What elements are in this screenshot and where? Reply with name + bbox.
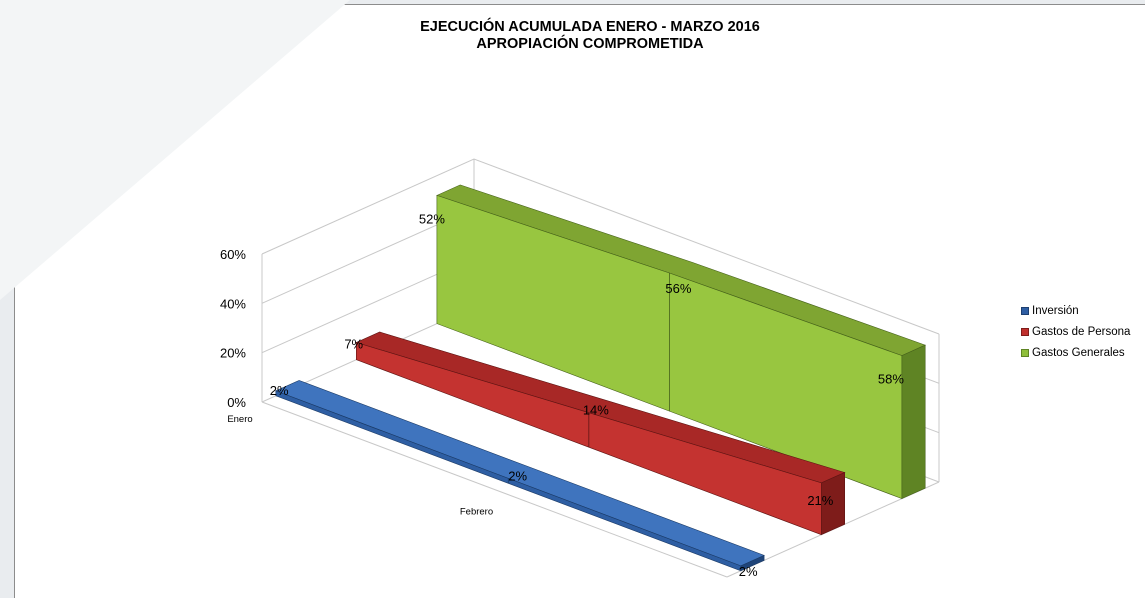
data-label: 2% xyxy=(508,468,527,483)
legend-item-inversion: Inversión xyxy=(1021,300,1130,321)
legend-swatch xyxy=(1021,306,1029,315)
data-label: 14% xyxy=(583,403,609,418)
chart-subtitle: APROPIACIÓN COMPROMETIDA xyxy=(476,36,704,52)
y-tick-label: 0% xyxy=(227,395,246,410)
legend-label: Inversión xyxy=(1032,304,1079,317)
y-tick-label: 20% xyxy=(220,346,246,361)
data-label: 58% xyxy=(878,372,904,387)
chart-title-block: EJECUCIÓN ACUMULADA ENERO - MARZO 2016 A… xyxy=(385,19,795,53)
chart-legend: Inversión Gastos de Persona Gastos Gener… xyxy=(1021,300,1130,363)
series-side-1 xyxy=(820,472,846,536)
legend-swatch xyxy=(1021,327,1029,336)
x-tick-label: Febrero xyxy=(460,507,493,518)
data-label: 52% xyxy=(419,211,445,226)
legend-label: Gastos Generales xyxy=(1032,346,1125,359)
data-label: 7% xyxy=(344,336,363,351)
data-label: 21% xyxy=(807,493,833,508)
y-tick-label: 40% xyxy=(220,296,246,311)
chart-title: EJECUCIÓN ACUMULADA ENERO - MARZO 2016 xyxy=(420,19,760,35)
legend-swatch xyxy=(1021,348,1029,357)
y-tick-label: 60% xyxy=(220,247,246,262)
data-label: 2% xyxy=(739,564,758,579)
data-label: 56% xyxy=(665,281,691,296)
x-tick-label: Enero xyxy=(227,414,252,425)
series-side-0 xyxy=(740,554,765,572)
data-label: 2% xyxy=(270,383,289,398)
legend-label: Gastos de Persona xyxy=(1032,325,1131,338)
legend-item-gastos-personal: Gastos de Persona xyxy=(1021,321,1130,342)
floor-edge xyxy=(261,401,728,578)
series-side-2 xyxy=(901,344,926,500)
legend-item-gastos-generales: Gastos Generales xyxy=(1021,342,1130,363)
backdrop-shape xyxy=(0,0,350,300)
